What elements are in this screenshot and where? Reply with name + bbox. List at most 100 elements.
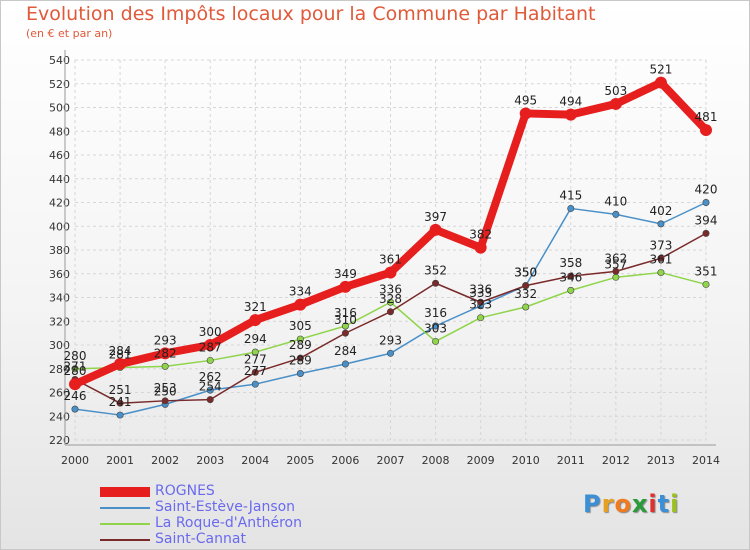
data-point-la-roque-d-antheron [612,273,620,281]
data-label-rognes: 284 [109,344,132,358]
data-label-saint-cannat: 350 [514,266,537,280]
data-label-saint-cannat: 362 [604,251,627,265]
legend-label-la-roque-dantheron: La Roque-d'Anthéron [155,515,302,531]
data-label-rognes: 280 [64,364,87,378]
y-tick-label: 360 [49,268,70,281]
y-tick-label: 540 [49,54,70,67]
data-label-saint-esteve-janson: 420 [695,183,718,197]
data-point-saint-cannat [206,396,214,404]
data-point-rognes [339,280,352,293]
data-point-saint-cannat [341,329,349,337]
data-point-la-roque-d-antheron [657,269,665,277]
data-label-la-roque-d-antheron: 305 [289,319,312,333]
data-point-saint-cannat [567,272,575,280]
y-tick-label: 440 [49,173,70,186]
data-point-rognes [159,347,172,360]
data-point-saint-esteve-janson [296,369,304,377]
x-tick-label: 2004 [241,454,269,467]
data-point-la-roque-d-antheron [386,298,394,306]
x-tick-label: 2007 [377,454,405,467]
data-label-la-roque-d-antheron: 346 [559,270,582,284]
data-label-saint-cannat: 271 [64,359,87,373]
data-point-la-roque-d-antheron [71,365,79,373]
legend-item-rognes: ROGNES [100,483,400,500]
x-tick-label: 2013 [647,454,675,467]
x-tick-label: 2002 [151,454,179,467]
data-point-saint-esteve-janson [432,322,440,330]
data-point-rognes [564,108,577,121]
data-label-saint-cannat: 352 [424,263,447,277]
y-tick-label: 420 [49,197,70,210]
data-point-saint-cannat [522,282,530,290]
legend-item-saint-esteve-janson: Saint-Estève-Janson [100,499,400,516]
data-point-rognes [654,76,667,89]
data-point-saint-esteve-janson [116,411,124,419]
data-label-la-roque-d-antheron: 282 [154,346,177,360]
x-tick-label: 2012 [602,454,630,467]
data-label-saint-esteve-janson: 293 [379,333,402,347]
data-label-la-roque-d-antheron: 332 [514,287,537,301]
data-point-saint-cannat [116,399,124,407]
data-label-saint-esteve-janson: 415 [559,188,582,202]
data-point-saint-esteve-janson [341,360,349,368]
x-tick-label: 2011 [557,454,585,467]
data-point-la-roque-d-antheron [477,314,485,322]
data-point-la-roque-d-antheron [432,337,440,345]
proxiti-logo: Proxiti [583,490,680,518]
data-label-saint-esteve-janson: 289 [289,354,312,368]
data-label-saint-esteve-janson: 246 [64,389,87,403]
data-label-rognes: 503 [604,84,627,98]
data-label-la-roque-d-antheron: 287 [199,340,222,354]
data-label-saint-cannat: 277 [244,352,267,366]
data-label-la-roque-d-antheron: 361 [649,253,672,267]
x-tick-label: 2009 [467,454,495,467]
x-tick-label: 2010 [512,454,540,467]
data-point-la-roque-d-antheron [206,356,214,364]
data-point-rognes [700,124,712,137]
data-point-rognes [474,241,487,254]
data-label-saint-cannat: 310 [334,313,357,327]
x-tick-label: 2008 [422,454,450,467]
data-point-rognes [69,378,81,391]
data-label-saint-esteve-janson: 402 [649,204,672,218]
data-label-la-roque-d-antheron: 280 [64,349,87,363]
data-label-saint-cannat: 394 [695,213,718,227]
data-point-saint-cannat [477,298,485,306]
y-tick-label: 460 [49,149,70,162]
data-point-saint-cannat [657,254,665,262]
data-label-rognes: 521 [649,63,672,77]
legend-swatch-la-roque-dantheron [100,523,150,525]
data-label-saint-cannat: 328 [379,292,402,306]
data-label-la-roque-d-antheron: 351 [695,264,718,278]
legend-label-rognes: ROGNES [155,483,215,499]
data-label-la-roque-d-antheron: 281 [109,348,132,362]
data-label-saint-esteve-janson: 333 [469,286,492,300]
data-point-saint-esteve-janson [657,220,665,228]
data-label-la-roque-d-antheron: 294 [244,332,267,346]
data-point-la-roque-d-antheron [296,335,304,343]
data-label-saint-cannat: 336 [469,282,492,296]
legend-label-saint-esteve-janson: Saint-Estève-Janson [155,499,296,515]
data-label-rognes: 382 [469,228,492,242]
chart-title: Evolution des Impôts locaux pour la Comm… [26,3,596,25]
data-point-la-roque-d-antheron [702,280,710,288]
data-point-saint-esteve-janson [386,349,394,357]
data-label-la-roque-d-antheron: 336 [379,282,402,296]
data-label-rognes: 293 [154,333,177,347]
legend-item-saint-cannat: Saint-Cannat [100,531,400,548]
data-label-rognes: 481 [695,110,718,124]
data-point-la-roque-d-antheron [251,348,259,356]
data-point-la-roque-d-antheron [341,322,349,330]
data-label-rognes: 321 [244,300,267,314]
chart-subtitle: (en € et par an) [26,27,113,40]
data-label-rognes: 334 [289,285,312,299]
data-label-la-roque-d-antheron: 357 [604,257,627,271]
data-point-saint-cannat [612,267,620,275]
legend-swatch-saint-esteve-janson [100,507,150,509]
y-tick-label: 240 [49,410,70,423]
data-label-la-roque-d-antheron: 316 [334,306,357,320]
data-label-saint-cannat: 254 [199,380,222,394]
data-label-saint-esteve-janson: 284 [334,344,357,358]
data-point-saint-esteve-janson [612,210,620,218]
